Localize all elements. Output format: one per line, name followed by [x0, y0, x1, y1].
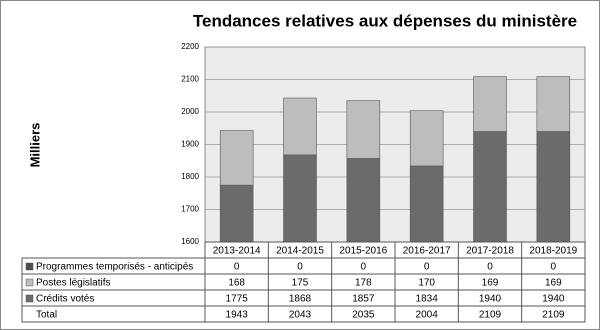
bar-segment — [473, 76, 507, 132]
table-value: 168 — [228, 278, 245, 289]
table-total: 1943 — [226, 310, 249, 321]
x-tick-label: 2017-2018 — [466, 246, 514, 257]
table-value: 169 — [482, 278, 499, 289]
table-value: 170 — [418, 278, 435, 289]
table-total: 2109 — [542, 310, 565, 321]
y-tick-label: 2200 — [181, 42, 199, 51]
table-value: 1940 — [479, 294, 502, 305]
x-tick-label: 2013-2014 — [213, 246, 261, 257]
table-value: 169 — [545, 278, 562, 289]
x-tick-label: 2016-2017 — [403, 246, 451, 257]
table-value: 178 — [355, 278, 372, 289]
total-label: Total — [36, 310, 57, 321]
bar-segment — [219, 184, 254, 243]
table-value: 1940 — [542, 294, 565, 305]
y-tick-label: 1700 — [181, 205, 199, 214]
bar-segment — [536, 76, 571, 132]
chart-title: Tendances relatives aux dépenses du mini… — [193, 11, 577, 30]
table-value: 0 — [551, 262, 557, 273]
table-value: 0 — [487, 262, 493, 273]
legend-label: Programmes temporisés - anticipés — [36, 262, 193, 273]
table-value: 0 — [361, 262, 367, 273]
bar-segment — [346, 158, 381, 243]
bar-segment — [219, 130, 254, 186]
table-value: 1775 — [226, 294, 249, 305]
y-tick-label: 2100 — [181, 75, 199, 84]
table-value: 1834 — [416, 294, 439, 305]
legend-key — [25, 262, 34, 271]
table-value: 1857 — [352, 294, 375, 305]
table-value: 1868 — [289, 294, 312, 305]
table-value: 0 — [234, 262, 240, 273]
y-axis-label: Milliers — [27, 123, 42, 168]
bar-segment — [473, 131, 507, 243]
bar-segment — [409, 110, 444, 167]
x-tick-label: 2015-2016 — [339, 246, 387, 257]
bar-segment — [283, 97, 317, 156]
table-total: 2109 — [479, 310, 502, 321]
x-tick-label: 2018-2019 — [529, 246, 577, 257]
legend-key — [25, 278, 34, 287]
table-total: 2004 — [416, 310, 439, 321]
table-value: 175 — [292, 278, 309, 289]
y-tick-label: 1800 — [181, 172, 199, 181]
y-tick-label: 1600 — [181, 237, 199, 246]
bar-segment — [409, 165, 444, 243]
x-tick-label: 2014-2015 — [276, 246, 324, 257]
table-value: 0 — [297, 262, 303, 273]
table-total: 2035 — [352, 310, 375, 321]
legend-label: Crédits votés — [36, 294, 94, 305]
y-tick-label: 1900 — [181, 140, 199, 149]
bar-segment — [536, 131, 571, 243]
y-tick-label: 2000 — [181, 107, 199, 116]
legend-key — [25, 294, 34, 303]
legend-label: Postes législatifs — [36, 278, 110, 289]
table-total: 2043 — [289, 310, 312, 321]
table-value: 0 — [424, 262, 430, 273]
bar-segment — [346, 100, 381, 159]
bar-segment — [283, 154, 317, 243]
